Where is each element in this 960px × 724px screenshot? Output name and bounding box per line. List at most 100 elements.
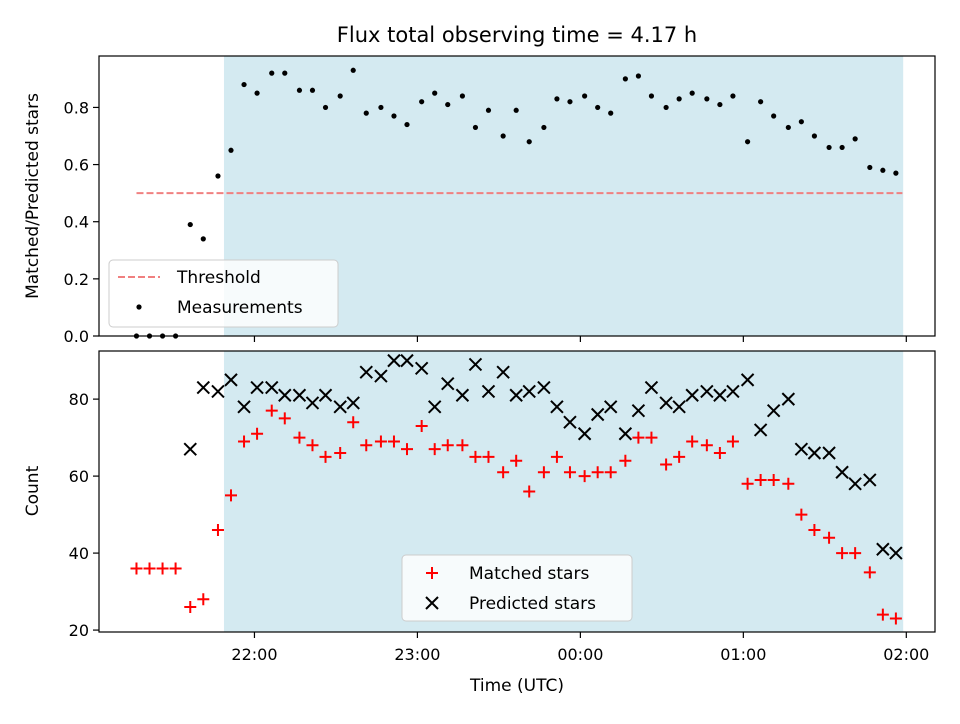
matched-star-point bbox=[306, 439, 319, 452]
measurement-point bbox=[269, 70, 275, 76]
measurement-point bbox=[485, 107, 492, 113]
bottom-legend: Matched stars Predicted stars bbox=[401, 554, 633, 622]
measurement-point bbox=[893, 170, 899, 176]
bottom-y-tick-label: 80 bbox=[69, 390, 89, 409]
predicted-star-point bbox=[863, 473, 877, 487]
predicted-star-point bbox=[441, 377, 455, 391]
matched-star-point bbox=[278, 412, 291, 425]
bottom-y-tick-label: 20 bbox=[69, 621, 89, 640]
predicted-star-point bbox=[250, 380, 264, 395]
matched-star-point bbox=[619, 454, 632, 467]
legend-matched-swatch bbox=[426, 567, 438, 579]
matched-star-point bbox=[293, 431, 306, 444]
measurement-point bbox=[852, 136, 858, 142]
measurement-point bbox=[513, 107, 519, 113]
matched-star-point bbox=[156, 562, 169, 575]
matched-star-point bbox=[265, 404, 278, 417]
predicted-star-point bbox=[726, 384, 740, 399]
predicted-star-point bbox=[359, 365, 373, 379]
predicted-star-point bbox=[618, 427, 633, 441]
predicted-star-point bbox=[631, 403, 646, 418]
predicted-star-point bbox=[455, 388, 470, 402]
predicted-star-point bbox=[644, 380, 659, 395]
predicted-star-point bbox=[563, 415, 577, 429]
matched-star-point bbox=[319, 450, 332, 463]
top-legend-box bbox=[108, 259, 339, 328]
matched-star-point bbox=[197, 593, 210, 606]
legend-measurements-label: Measurements bbox=[177, 298, 303, 318]
predicted-star-point bbox=[685, 388, 699, 402]
matched-star-point bbox=[632, 431, 645, 444]
predicted-star-point bbox=[876, 542, 890, 556]
matched-star-point bbox=[808, 523, 821, 536]
matched-star-point bbox=[415, 420, 428, 433]
measurement-point bbox=[322, 104, 329, 111]
top-y-tick-label: 0.4 bbox=[64, 213, 89, 232]
top-legend: Threshold Measurements bbox=[108, 259, 339, 328]
matched-star-point bbox=[169, 562, 182, 575]
matched-star-point bbox=[660, 458, 673, 471]
matched-star-point bbox=[387, 435, 400, 448]
measurement-point bbox=[309, 87, 316, 93]
matched-star-point bbox=[876, 608, 889, 621]
predicted-star-point bbox=[700, 384, 714, 399]
top-y-axis-label: Matched/Predicted stars bbox=[23, 93, 43, 299]
measurement-point bbox=[541, 124, 547, 131]
top-y-tick-label: 0.6 bbox=[64, 156, 89, 175]
predicted-star-point bbox=[211, 384, 225, 399]
measurement-point bbox=[459, 93, 466, 99]
predicted-star-point bbox=[889, 546, 903, 560]
measurement-point bbox=[717, 101, 723, 108]
matched-star-point bbox=[741, 477, 754, 490]
measurement-point bbox=[798, 119, 804, 125]
predicted-star-point bbox=[468, 357, 483, 372]
matched-star-point bbox=[889, 612, 902, 625]
top-axes-frame bbox=[98, 55, 936, 337]
measurement-point bbox=[771, 113, 777, 119]
measurement-point bbox=[582, 93, 588, 99]
measurement-point bbox=[730, 93, 736, 99]
x-axis-label: Time (UTC) bbox=[469, 676, 564, 696]
predicted-star-point bbox=[740, 373, 755, 387]
x-tick-label: 02:00 bbox=[883, 645, 929, 664]
matched-star-point bbox=[401, 443, 413, 456]
measurement-point bbox=[839, 144, 845, 151]
matched-star-point bbox=[469, 450, 482, 463]
measurement-point bbox=[526, 139, 532, 145]
matched-star-point bbox=[184, 600, 197, 613]
measurement-point bbox=[663, 104, 669, 111]
predicted-star-point bbox=[550, 400, 564, 414]
matched-star-point bbox=[130, 562, 143, 575]
matched-star-point bbox=[767, 473, 780, 486]
measurement-point bbox=[200, 236, 206, 242]
matched-star-point bbox=[225, 489, 237, 502]
measurement-point bbox=[254, 90, 260, 96]
bottom-plot-points bbox=[130, 353, 903, 625]
predicted-star-point bbox=[278, 388, 292, 402]
matched-star-point bbox=[591, 466, 604, 479]
predicted-star-point bbox=[374, 369, 388, 383]
matched-star-point bbox=[238, 435, 251, 448]
predicted-star-point bbox=[794, 442, 809, 456]
measurement-point bbox=[758, 99, 764, 105]
measurement-point bbox=[472, 124, 479, 131]
measurement-point bbox=[744, 139, 751, 145]
predicted-star-point bbox=[590, 407, 605, 422]
predicted-star-point bbox=[672, 400, 686, 414]
bottom-y-tick-label: 60 bbox=[69, 467, 89, 486]
bottom-legend-box bbox=[401, 554, 633, 622]
matched-star-point bbox=[497, 466, 510, 479]
matched-star-point bbox=[360, 439, 373, 452]
measurement-point bbox=[595, 104, 601, 111]
matched-star-point bbox=[523, 485, 536, 498]
predicted-star-point bbox=[766, 403, 781, 418]
bottom-y-tick-label: 40 bbox=[69, 544, 89, 563]
legend-threshold-label: Threshold bbox=[176, 268, 261, 288]
matched-star-point bbox=[374, 435, 387, 448]
matched-star-point bbox=[673, 450, 686, 463]
measurement-point bbox=[867, 164, 873, 171]
measurement-point bbox=[622, 76, 628, 82]
predicted-star-point bbox=[305, 396, 320, 410]
measurement-point bbox=[391, 113, 397, 119]
measurement-point bbox=[880, 167, 886, 173]
